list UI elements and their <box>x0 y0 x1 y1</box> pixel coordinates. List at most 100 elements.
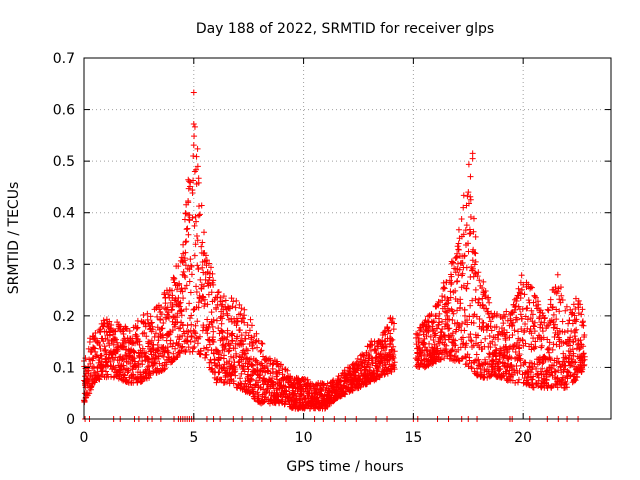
data-point <box>528 341 535 348</box>
data-point <box>489 314 496 321</box>
data-point <box>546 355 553 362</box>
data-point <box>561 366 568 373</box>
data-point <box>426 340 433 347</box>
data-point <box>428 311 435 318</box>
data-point <box>460 231 467 238</box>
data-point <box>456 323 463 330</box>
data-point <box>219 315 226 322</box>
plot-frame <box>83 57 612 420</box>
data-point <box>569 320 576 327</box>
data-point <box>147 313 154 320</box>
data-point <box>531 293 538 300</box>
data-point <box>358 363 365 370</box>
data-point <box>193 218 200 225</box>
data-point <box>237 337 244 344</box>
data-point <box>274 360 281 367</box>
data-point <box>185 344 192 351</box>
data-point <box>142 323 149 330</box>
data-point <box>457 300 464 307</box>
data-point <box>549 303 556 310</box>
data-point <box>545 307 552 314</box>
data-point <box>222 304 229 311</box>
data-point <box>208 359 215 366</box>
data-point <box>430 337 437 344</box>
data-point <box>562 307 569 314</box>
data-point <box>229 303 236 310</box>
data-point <box>493 323 500 330</box>
data-point-peak <box>190 121 197 128</box>
data-point <box>143 350 150 357</box>
data-point <box>556 296 563 303</box>
data-point <box>349 387 356 394</box>
data-point <box>138 378 145 385</box>
data-point <box>430 319 437 326</box>
data-point <box>464 351 471 358</box>
data-point <box>214 289 221 296</box>
data-point <box>527 315 534 322</box>
data-point <box>149 326 156 333</box>
data-point <box>480 319 487 326</box>
data-point <box>210 277 217 284</box>
data-point <box>441 285 448 292</box>
data-point <box>389 336 396 343</box>
data-point <box>283 388 290 395</box>
y-tick-label: 0.7 <box>53 51 75 67</box>
data-point <box>476 316 483 323</box>
data-point <box>240 341 247 348</box>
data-point <box>282 383 289 390</box>
data-point <box>204 301 211 308</box>
data-point <box>98 352 105 359</box>
data-point <box>99 323 106 330</box>
data-point <box>427 333 434 340</box>
data-point <box>218 320 225 327</box>
data-point <box>492 347 499 354</box>
data-point <box>546 345 553 352</box>
data-point <box>186 300 193 307</box>
data-point <box>543 367 550 374</box>
data-point <box>436 319 443 326</box>
data-point <box>189 348 196 355</box>
data-point <box>531 319 538 326</box>
data-point <box>180 295 187 302</box>
data-point <box>390 326 397 333</box>
data-point <box>494 311 501 318</box>
data-point <box>475 269 482 276</box>
data-point <box>263 362 270 369</box>
data-point <box>242 335 249 342</box>
data-point <box>234 333 241 340</box>
data-point <box>194 145 201 152</box>
data-point <box>209 365 216 372</box>
data-point <box>188 333 195 340</box>
data-point <box>439 318 446 325</box>
data-point <box>524 316 531 323</box>
data-point <box>262 378 269 385</box>
data-point <box>470 246 477 253</box>
data-point <box>260 365 267 372</box>
data-point <box>248 322 255 329</box>
data-point <box>505 345 512 352</box>
data-point <box>191 344 198 351</box>
data-point <box>92 329 99 336</box>
data-point <box>119 339 126 346</box>
data-point <box>196 211 203 218</box>
data-point <box>443 342 450 349</box>
data-point <box>369 341 376 348</box>
data-point <box>122 325 129 332</box>
data-point <box>479 295 486 302</box>
data-point <box>172 345 179 352</box>
data-point <box>530 322 537 329</box>
data-point <box>82 355 89 362</box>
data-point <box>188 321 195 328</box>
data-point <box>223 336 230 343</box>
data-point <box>208 289 215 296</box>
data-point <box>198 298 205 305</box>
data-point <box>195 265 202 272</box>
data-point <box>342 391 349 398</box>
data-point <box>442 308 449 315</box>
data-point <box>580 362 587 369</box>
data-point <box>528 307 535 314</box>
data-point <box>85 367 92 374</box>
data-point <box>492 353 499 360</box>
data-point <box>554 384 561 391</box>
data-point <box>158 304 165 311</box>
